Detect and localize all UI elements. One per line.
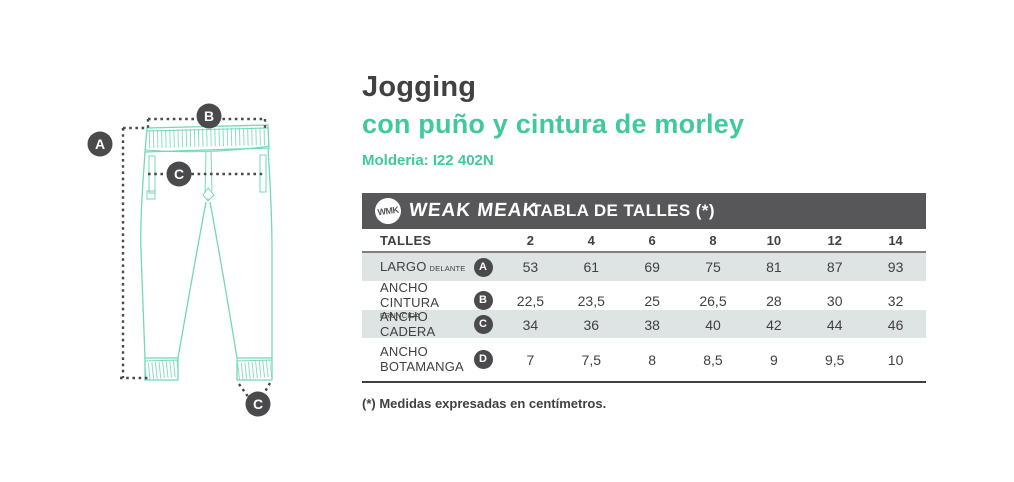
table-header-bar: WMK WEAK MEAK TABLA DE TALLES (*) bbox=[362, 193, 926, 229]
table-title: TABLA DE TALLES (*) bbox=[531, 201, 715, 220]
pants-outline bbox=[140, 124, 273, 381]
pants-sketch-svg: A B C C bbox=[87, 103, 273, 417]
cell-value: 25 bbox=[644, 292, 660, 309]
right-pocket bbox=[259, 154, 267, 193]
row-badge: D bbox=[473, 350, 493, 369]
brand-monogram-icon: WMK bbox=[373, 196, 403, 226]
cell-value: 22,5 bbox=[516, 292, 545, 309]
row-badge-cell: D bbox=[466, 350, 500, 369]
size-col-header: 4 bbox=[587, 232, 595, 248]
cell-value: 46 bbox=[887, 316, 904, 333]
badge-b-label: B bbox=[204, 108, 214, 124]
cell-value: 7 bbox=[526, 351, 535, 368]
row-label-sub: FRUNCIDA bbox=[380, 310, 421, 320]
molderia-code: Molderia: I22 402N bbox=[362, 152, 494, 169]
sizes-header-label: TALLES bbox=[380, 232, 432, 248]
cell-value: 87 bbox=[826, 259, 843, 275]
waistband-rib-texture bbox=[148, 127, 268, 148]
cell-value: 28 bbox=[766, 292, 782, 309]
title-block: Jogging con puño y cintura de morley Mol… bbox=[362, 71, 744, 169]
cell-value: 53 bbox=[522, 259, 539, 275]
row-label: LARGO DELANTE bbox=[362, 258, 466, 275]
size-table: WMK WEAK MEAK TABLA DE TALLES (*) TALLES… bbox=[362, 193, 926, 383]
row-badge-cell: C bbox=[466, 315, 500, 335]
cell-value: 75 bbox=[705, 259, 721, 275]
left-cuff-rib-texture bbox=[144, 359, 179, 381]
cell-value: 40 bbox=[705, 316, 721, 333]
row-label: ANCHO CADERA bbox=[362, 309, 466, 340]
diagram-badges: A B C C bbox=[87, 103, 271, 417]
row-badge-cell: A bbox=[466, 257, 500, 277]
cell-value: 61 bbox=[583, 259, 600, 275]
cell-value: 23,5 bbox=[577, 292, 605, 309]
cell-value: 38 bbox=[644, 316, 660, 333]
row-badge: B bbox=[473, 291, 493, 311]
cell-value: 34 bbox=[522, 316, 539, 333]
cell-value: 36 bbox=[583, 316, 600, 333]
cell-value: 81 bbox=[766, 259, 782, 275]
badge-a-circle bbox=[87, 131, 113, 157]
row-badge: C bbox=[473, 315, 493, 335]
badge-a-label: A bbox=[95, 136, 105, 152]
size-col-header: 12 bbox=[827, 232, 842, 248]
cell-value: 30 bbox=[826, 292, 843, 309]
row-label-main: ANCHO BOTAMANGA bbox=[380, 343, 464, 374]
product-title: Jogging bbox=[362, 71, 477, 103]
cell-value: 44 bbox=[826, 316, 843, 333]
badge-c-label: C bbox=[174, 166, 184, 182]
badge-cuff-label: C bbox=[253, 396, 263, 412]
size-col-header: 8 bbox=[709, 232, 717, 248]
row-label: ANCHO BOTAMANGA bbox=[362, 343, 466, 375]
size-col-header: 6 bbox=[648, 232, 656, 248]
cell-value: 93 bbox=[887, 259, 904, 275]
cell-value: 42 bbox=[766, 316, 782, 333]
right-cuff-rib-texture bbox=[237, 359, 272, 381]
cell-value: 8,5 bbox=[703, 351, 723, 368]
cell-value: 10 bbox=[887, 351, 904, 368]
cell-value: 9 bbox=[769, 351, 778, 368]
table-footnote: (*) Medidas expresadas en centímetros. bbox=[362, 396, 607, 411]
cell-value: 9,5 bbox=[824, 351, 845, 368]
table-row-largo: LARGO DELANTE A 53 61 69 75 81 87 93 bbox=[362, 253, 926, 281]
size-col-header: 10 bbox=[766, 232, 782, 248]
table-row-cadera: ANCHO CADERA C 34 36 38 40 42 44 46 bbox=[362, 309, 926, 340]
brand-name: WEAK MEAK bbox=[407, 200, 539, 221]
badge-c-circle bbox=[166, 161, 192, 187]
pants-diagram: A B C C bbox=[75, 100, 315, 440]
row-label-sub: DELANTE bbox=[429, 263, 466, 273]
cell-value: 7,5 bbox=[581, 351, 601, 368]
row-label-main: ANCHO CINTURA bbox=[380, 280, 440, 310]
badge-cuff-circle bbox=[245, 391, 271, 417]
table-row-botamanga: ANCHO BOTAMANGA D 7 7,5 8 8,5 9 9,5 10 bbox=[362, 338, 926, 381]
cell-value: 8 bbox=[648, 351, 657, 368]
size-header-row: TALLES 2 4 6 8 10 12 14 bbox=[362, 229, 926, 253]
brand-logo: WMK WEAK MEAK bbox=[373, 196, 539, 226]
cell-value: 32 bbox=[887, 292, 904, 309]
cell-value: 26,5 bbox=[699, 292, 727, 309]
row-label: ANCHO CINTURA FRUNCIDA bbox=[362, 280, 466, 321]
measure-line-cuff-left bbox=[238, 383, 250, 399]
row-badge: A bbox=[473, 257, 493, 277]
badge-b-circle bbox=[196, 103, 222, 129]
row-label-main: ANCHO CADERA bbox=[380, 309, 436, 339]
table-row-cintura: ANCHO CINTURA FRUNCIDA B 22,5 23,5 25 26,… bbox=[362, 280, 926, 319]
size-col-header: 2 bbox=[526, 232, 535, 248]
size-col-header: 14 bbox=[888, 232, 903, 248]
product-subtitle: con puño y cintura de morley bbox=[362, 109, 745, 139]
row-label-main: LARGO bbox=[380, 258, 427, 274]
row-badge-cell: B bbox=[466, 291, 500, 311]
cell-value: 69 bbox=[644, 259, 660, 275]
